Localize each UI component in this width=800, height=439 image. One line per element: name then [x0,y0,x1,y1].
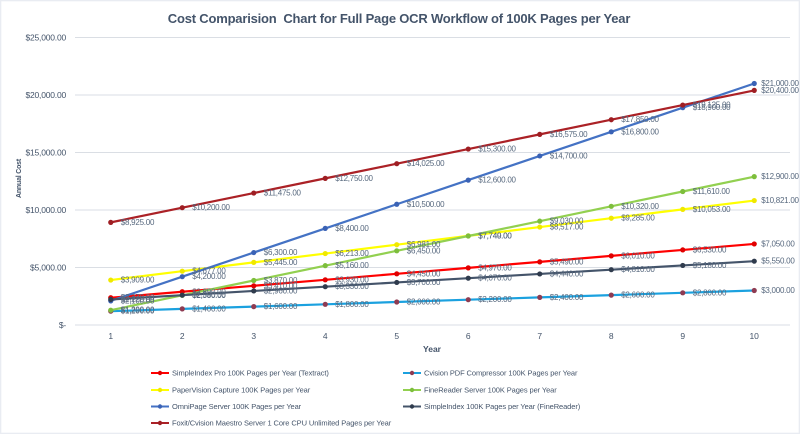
svg-text:$19,125.00: $19,125.00 [693,101,731,110]
svg-text:$20,400.00: $20,400.00 [761,86,799,95]
svg-text:$4,970.00: $4,970.00 [478,263,512,272]
svg-text:$12,750.00: $12,750.00 [335,174,373,183]
svg-text:$11,475.00: $11,475.00 [264,189,302,198]
svg-text:$3,000.00: $3,000.00 [761,286,795,295]
svg-text:Cvision PDF Compressor 100K Pa: Cvision PDF Compressor 100K Pages per Ye… [424,369,578,378]
svg-text:OmniPage Server 100K Pages per: OmniPage Server 100K Pages per Year [172,402,302,411]
svg-text:$1,600.00: $1,600.00 [264,302,298,311]
svg-text:$5,550.00: $5,550.00 [761,257,795,266]
svg-text:$2,590.00: $2,590.00 [192,291,226,300]
svg-text:$10,053.00: $10,053.00 [693,205,731,214]
svg-text:$12,900.00: $12,900.00 [761,172,799,181]
svg-text:8: 8 [609,331,614,341]
svg-text:$7,740.00: $7,740.00 [478,232,512,241]
svg-text:$10,320.00: $10,320.00 [621,202,659,211]
svg-text:$2,100.00: $2,100.00 [121,296,155,305]
svg-text:$4,677.00: $4,677.00 [192,267,226,276]
svg-text:$14,025.00: $14,025.00 [407,159,445,168]
svg-text:10: 10 [749,331,759,341]
svg-text:5: 5 [394,331,399,341]
svg-text:$3,330.00: $3,330.00 [335,282,369,291]
svg-text:PaperVision Capture 100K Pages: PaperVision Capture 100K Pages per Year [172,386,311,395]
svg-text:$6,213.00: $6,213.00 [335,249,369,258]
svg-text:$7,749.00: $7,749.00 [478,231,512,240]
svg-text:$-: $- [59,320,67,330]
svg-text:$4,070.00: $4,070.00 [478,274,512,283]
svg-text:SimpleIndex Pro 100K Pages per: SimpleIndex Pro 100K Pages per Year (Tex… [172,369,329,378]
svg-text:Cost Comparision Chart for Fu: Cost Comparision Chart for Full Page OCR… [168,11,631,26]
svg-text:$18,900.00: $18,900.00 [693,103,731,112]
svg-text:$10,500.00: $10,500.00 [407,200,445,209]
svg-text:1: 1 [108,331,113,341]
svg-text:Annual Cost: Annual Cost [16,158,23,198]
svg-text:4: 4 [323,331,328,341]
svg-text:$11,610.00: $11,610.00 [693,187,731,196]
svg-text:$2,200.00: $2,200.00 [478,295,512,304]
svg-text:$2,600.00: $2,600.00 [621,291,655,300]
svg-text:$15,300.00: $15,300.00 [478,145,516,154]
svg-text:SimpleIndex 100K Pages per Yea: SimpleIndex 100K Pages per Year (FineRea… [424,402,581,411]
svg-text:$2,580.00: $2,580.00 [192,291,226,300]
svg-text:$2,400.00: $2,400.00 [550,293,584,302]
svg-text:$12,600.00: $12,600.00 [478,176,516,185]
svg-text:$3,909.00: $3,909.00 [121,276,155,285]
svg-text:$6,530.00: $6,530.00 [693,245,727,254]
svg-text:$2,890.00: $2,890.00 [192,287,226,296]
svg-text:$6,300.00: $6,300.00 [264,248,298,257]
svg-text:$8,517.00: $8,517.00 [550,223,584,232]
svg-text:$2,220.00: $2,220.00 [121,295,155,304]
svg-text:6: 6 [466,331,471,341]
svg-text:$8,925.00: $8,925.00 [121,218,155,227]
svg-text:$2,800.00: $2,800.00 [693,288,727,297]
svg-text:$21,000.00: $21,000.00 [761,79,799,88]
svg-text:$4,200.00: $4,200.00 [192,272,226,281]
svg-text:$3,870.00: $3,870.00 [264,276,298,285]
svg-text:$1,800.00: $1,800.00 [335,300,369,309]
svg-text:$15,000.00: $15,000.00 [25,148,66,158]
svg-text:$14,700.00: $14,700.00 [550,152,588,161]
svg-text:$10,000.00: $10,000.00 [25,205,66,215]
svg-text:FineReader Server 100K Pages p: FineReader Server 100K Pages per Year [424,386,557,395]
svg-text:$2,960.00: $2,960.00 [264,287,298,296]
svg-text:$20,000.00: $20,000.00 [25,90,66,100]
svg-text:$5,445.00: $5,445.00 [264,258,298,267]
svg-text:$2,370.00: $2,370.00 [121,293,155,302]
svg-text:9: 9 [680,331,685,341]
svg-text:$3,700.00: $3,700.00 [407,278,441,287]
svg-text:7: 7 [537,331,542,341]
svg-text:$5,490.00: $5,490.00 [550,257,584,266]
svg-text:$9,030.00: $9,030.00 [550,217,584,226]
svg-text:$5,000.00: $5,000.00 [30,263,66,273]
svg-text:$25,000.00: $25,000.00 [25,33,66,43]
svg-text:$3,410.00: $3,410.00 [264,281,298,290]
svg-text:3: 3 [251,331,256,341]
svg-text:Year: Year [423,344,442,354]
svg-text:$5,160.00: $5,160.00 [335,261,369,270]
svg-text:$6,450.00: $6,450.00 [407,246,441,255]
svg-text:$3,930.00: $3,930.00 [335,275,369,284]
svg-text:$16,575.00: $16,575.00 [550,130,588,139]
svg-text:$2,000.00: $2,000.00 [407,298,441,307]
svg-text:$1,290.00: $1,290.00 [121,306,155,315]
svg-text:Foxit/Cvision Maestro Server 1: Foxit/Cvision Maestro Server 1 Core CPU … [172,419,392,428]
svg-text:2: 2 [180,331,185,341]
svg-text:$9,285.00: $9,285.00 [621,214,655,223]
svg-text:$10,821.00: $10,821.00 [761,196,799,205]
svg-text:$4,440.00: $4,440.00 [550,269,584,278]
svg-text:$17,850.00: $17,850.00 [621,115,659,124]
svg-text:$5,180.00: $5,180.00 [693,261,727,270]
svg-text:$6,010.00: $6,010.00 [621,251,655,260]
svg-text:$1,200.00: $1,200.00 [121,307,155,316]
svg-text:$7,050.00: $7,050.00 [761,239,795,248]
svg-text:$4,810.00: $4,810.00 [621,265,655,274]
svg-text:$4,450.00: $4,450.00 [407,269,441,278]
svg-text:$10,200.00: $10,200.00 [192,203,230,212]
svg-text:$16,800.00: $16,800.00 [621,127,659,136]
svg-text:$8,400.00: $8,400.00 [335,224,369,233]
svg-text:$1,400.00: $1,400.00 [192,304,226,313]
svg-text:$6,981.00: $6,981.00 [407,240,441,249]
